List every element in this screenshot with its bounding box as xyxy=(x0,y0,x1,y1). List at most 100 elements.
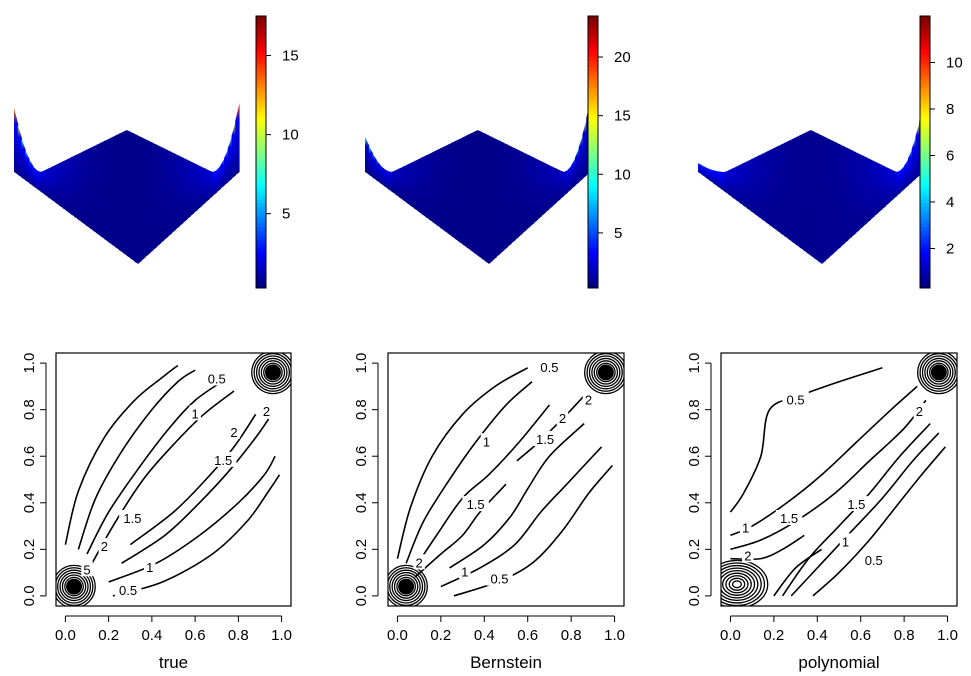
colorbar-bin xyxy=(256,138,266,143)
colorbar-bin xyxy=(588,226,598,231)
colorbar-1: 5 10 15 xyxy=(255,15,299,289)
surface-strip xyxy=(372,153,377,181)
colorbar-bin xyxy=(920,145,930,150)
colorbar-tick-label: 4 xyxy=(946,194,954,211)
colorbar-bin xyxy=(920,189,930,194)
surface-strip xyxy=(209,170,214,200)
surface-strip xyxy=(492,137,497,261)
x-tick-label: 0.2 xyxy=(98,627,119,644)
surface-strip xyxy=(29,159,34,186)
surface-strip xyxy=(560,170,565,200)
surface-strip xyxy=(115,133,120,251)
surface-strip xyxy=(365,136,370,175)
colorbar-bin xyxy=(588,165,598,170)
contour-line-0.5 xyxy=(396,367,529,559)
colorbar-bin xyxy=(920,70,930,75)
surface-strip xyxy=(402,165,407,203)
surface-strip xyxy=(59,161,64,209)
colorbar-bin xyxy=(256,56,266,61)
y-tick-label: 0.2 xyxy=(21,539,38,560)
colorbar-bin xyxy=(588,271,598,275)
surface-strip xyxy=(893,170,898,200)
contour-ring xyxy=(725,575,749,594)
contour-label-bg xyxy=(582,391,595,407)
colorbar-bin xyxy=(256,213,266,218)
contour-ring xyxy=(924,357,954,388)
surface-strip xyxy=(107,137,113,245)
y-tick-label: 0.4 xyxy=(21,492,38,513)
colorbar-bin xyxy=(920,192,930,197)
y-tick-label: 1.0 xyxy=(686,353,703,374)
contour-label: 1.5 xyxy=(536,432,554,447)
y-axis: 0.0 0.2 0.4 0.6 0.8 1.0 xyxy=(21,353,47,606)
colorbar-bin xyxy=(256,70,266,75)
colorbar-bin xyxy=(588,141,598,146)
colorbar-bin xyxy=(588,243,598,248)
colorbar-bin xyxy=(588,97,598,102)
colorbar-bin xyxy=(588,63,598,68)
colorbar-bin xyxy=(920,172,930,177)
contour-label: 0.5 xyxy=(208,371,226,386)
colorbar-bin xyxy=(920,165,930,170)
contour-label-bg xyxy=(531,430,559,446)
contour-line-0.5 xyxy=(64,364,179,545)
colorbar-bin xyxy=(588,22,598,27)
surface-strip xyxy=(810,130,815,259)
contour-ring xyxy=(591,357,621,388)
colorbar-bin xyxy=(920,179,930,184)
surface-strip xyxy=(92,144,98,234)
contour-label: 1 xyxy=(192,406,199,421)
contour-ring xyxy=(56,564,96,606)
surface-strip xyxy=(541,161,546,217)
colorbar-bin xyxy=(588,33,598,37)
colorbar-bin xyxy=(920,135,930,139)
contour-label: 2 xyxy=(101,539,108,554)
contour-hotspot xyxy=(597,364,614,381)
contour-label-bg xyxy=(114,582,142,598)
colorbar-bin xyxy=(256,33,266,37)
x-axis-label: true xyxy=(159,653,188,672)
colorbar-bin xyxy=(256,50,266,54)
colorbar-bin xyxy=(920,63,930,68)
surface-strip xyxy=(89,146,94,231)
colorbar-bin xyxy=(256,260,266,265)
colorbar-bin xyxy=(588,101,598,105)
colorbar-bin xyxy=(256,169,266,173)
colorbar-bin xyxy=(920,101,930,105)
surface-strip xyxy=(848,148,853,241)
contour-line-1 xyxy=(405,381,533,564)
contour-label: 2 xyxy=(744,548,751,563)
colorbar-bin xyxy=(256,284,266,289)
contour-ring xyxy=(253,353,291,392)
surface-strip xyxy=(488,135,494,264)
colorbar-bin xyxy=(588,220,598,224)
colorbar-bin xyxy=(588,84,598,88)
contour-ring xyxy=(722,572,752,596)
contour-label-bg xyxy=(843,496,870,512)
surface-strip xyxy=(175,153,180,230)
contour-label-bg xyxy=(742,547,754,563)
colorbar-bin xyxy=(920,274,930,279)
contour-line-0.5 xyxy=(812,446,946,597)
y-tick-label: 0.2 xyxy=(686,539,703,560)
contour-label-bg xyxy=(260,402,273,418)
contour-label: 1.5 xyxy=(214,453,232,468)
contour-line-1 xyxy=(730,385,918,537)
colorbar-bin xyxy=(588,162,598,167)
contour-ring xyxy=(721,567,759,602)
colorbar-bin xyxy=(588,169,598,173)
colorbar-bin xyxy=(920,107,930,112)
colorbar-bin xyxy=(588,53,598,58)
contour-label: 2 xyxy=(585,392,592,407)
colorbar-bin xyxy=(920,233,930,238)
colorbar-bin xyxy=(588,80,598,85)
contour-label: 1 xyxy=(461,565,468,580)
colorbar-tick-label: 5 xyxy=(614,225,622,242)
x-tick-label: 0.2 xyxy=(430,627,451,644)
colorbar-bin xyxy=(256,165,266,170)
surface-strip xyxy=(410,161,415,209)
colorbar-bin xyxy=(920,39,930,44)
contour-line-2 xyxy=(773,548,823,597)
contour-plot-3: 0.5 2 1.5 1 2 1.5 1 0.5 0.0 0.2 0.4 0.6 0.8 1.0 polyno… xyxy=(686,352,958,672)
surface-strip xyxy=(406,163,411,206)
